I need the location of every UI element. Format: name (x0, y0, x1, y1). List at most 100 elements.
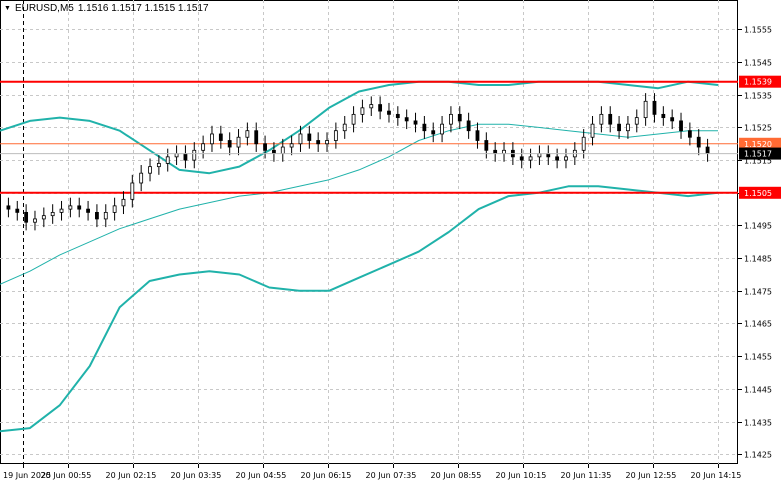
candle-body (652, 100, 657, 115)
candle-body (24, 211, 29, 223)
candle-body (661, 113, 666, 119)
candle-body (679, 120, 683, 132)
y-tick-label: 1.1525 (744, 124, 772, 133)
candle-body (457, 113, 462, 122)
candle-body (608, 113, 613, 125)
candle-body (307, 133, 312, 141)
x-tick-label: 19 Jun 2025 (3, 471, 51, 480)
candle-body (555, 156, 560, 161)
candle-body (130, 182, 135, 200)
candle-body (626, 123, 630, 132)
candle-body (103, 211, 108, 220)
symbol-label: EURUSD,M5 (14, 3, 74, 14)
candle-body (227, 140, 232, 148)
candle-body (395, 113, 400, 119)
candle-body (6, 205, 11, 210)
y-tick-label: 1.1495 (744, 222, 772, 231)
level-price-tag (739, 75, 781, 88)
candle-body (289, 143, 294, 148)
candle-body (263, 143, 267, 151)
x-tick-label: 20 Jun 04:55 (236, 471, 287, 480)
candle-body (325, 140, 329, 145)
candle-body (41, 215, 46, 220)
candle-body (696, 136, 701, 148)
candle-body (15, 208, 20, 213)
y-tick-label: 1.1555 (744, 26, 772, 35)
x-tick-label: 20 Jun 02:15 (106, 471, 157, 480)
candle-body (333, 130, 338, 141)
candle-body (112, 205, 117, 213)
level-price-tag (739, 186, 781, 199)
candle-body (254, 130, 259, 145)
candle-body (121, 198, 126, 207)
x-tick-label: 20 Jun 14:15 (691, 471, 742, 480)
y-tick-label: 1.1435 (744, 419, 772, 428)
moving-average-line (0, 123, 718, 285)
candle-body (351, 113, 356, 125)
candle-body (413, 120, 418, 125)
y-tick-label: 1.1475 (744, 288, 772, 297)
candle-body (298, 133, 303, 145)
candle-body (86, 208, 90, 213)
level-price-label: 1.1520 (744, 140, 772, 149)
candle-body (165, 156, 170, 164)
candle-body (599, 113, 604, 125)
candle-body (316, 140, 321, 145)
candle-body (404, 117, 409, 122)
candle-body (475, 130, 480, 141)
level-price-label: 1.1539 (744, 78, 772, 87)
y-tick-label: 1.1465 (744, 320, 772, 329)
x-tick-label: 20 Jun 00:55 (41, 471, 92, 480)
plot-frame (0, 0, 738, 464)
candle-body (210, 133, 214, 145)
candle-body (218, 133, 223, 141)
candle-body (139, 172, 144, 184)
candle-body (280, 146, 285, 154)
candle-body (156, 162, 161, 168)
level-price-tag (739, 137, 781, 150)
chart-header: ▼ EURUSD,M5 1.1516 1.1517 1.1515 1.1517 (4, 3, 209, 14)
candle-body (670, 117, 675, 122)
candle-body (705, 146, 710, 154)
candle-body (519, 156, 524, 161)
x-tick-label: 20 Jun 10:15 (496, 471, 547, 480)
y-tick-label: 1.1515 (744, 157, 772, 166)
x-tick-label: 20 Jun 12:55 (626, 471, 677, 480)
current-price-tag (739, 147, 781, 160)
candle-body (148, 166, 152, 174)
candle-body (643, 100, 648, 119)
candle-body (183, 153, 188, 161)
candle-body (192, 149, 197, 161)
current-price-label: 1.1517 (744, 150, 772, 159)
candle-body (387, 110, 391, 115)
candle-body (378, 104, 383, 112)
y-tick-label: 1.1455 (744, 353, 772, 362)
candle-body (95, 211, 99, 220)
candle-body (68, 205, 73, 210)
ohlc-values: 1.1516 1.1517 1.1515 1.1517 (77, 3, 209, 14)
candle-body (369, 104, 374, 109)
y-tick-label: 1.1545 (744, 59, 772, 68)
candle-body (245, 130, 250, 138)
x-tick-label: 20 Jun 03:35 (171, 471, 222, 480)
x-tick-label: 20 Jun 08:55 (431, 471, 482, 480)
y-tick-label: 1.1425 (744, 451, 772, 460)
candle-body (236, 136, 241, 148)
candle-body (484, 140, 489, 151)
lower-band-line (0, 185, 719, 433)
symbol-dropdown-icon[interactable]: ▼ (4, 5, 11, 12)
candle-body (528, 156, 533, 161)
x-tick-label: 20 Jun 06:15 (301, 471, 352, 480)
candle-body (440, 123, 444, 135)
candle-body (201, 143, 206, 151)
candle-body (59, 208, 64, 213)
y-tick-label: 1.1445 (744, 386, 772, 395)
candle-body (77, 205, 82, 210)
candle-body (360, 107, 365, 115)
level-price-label: 1.1505 (744, 189, 772, 198)
candle-body (634, 117, 639, 125)
candle-body (449, 113, 453, 125)
y-tick-label: 1.1485 (744, 255, 772, 264)
